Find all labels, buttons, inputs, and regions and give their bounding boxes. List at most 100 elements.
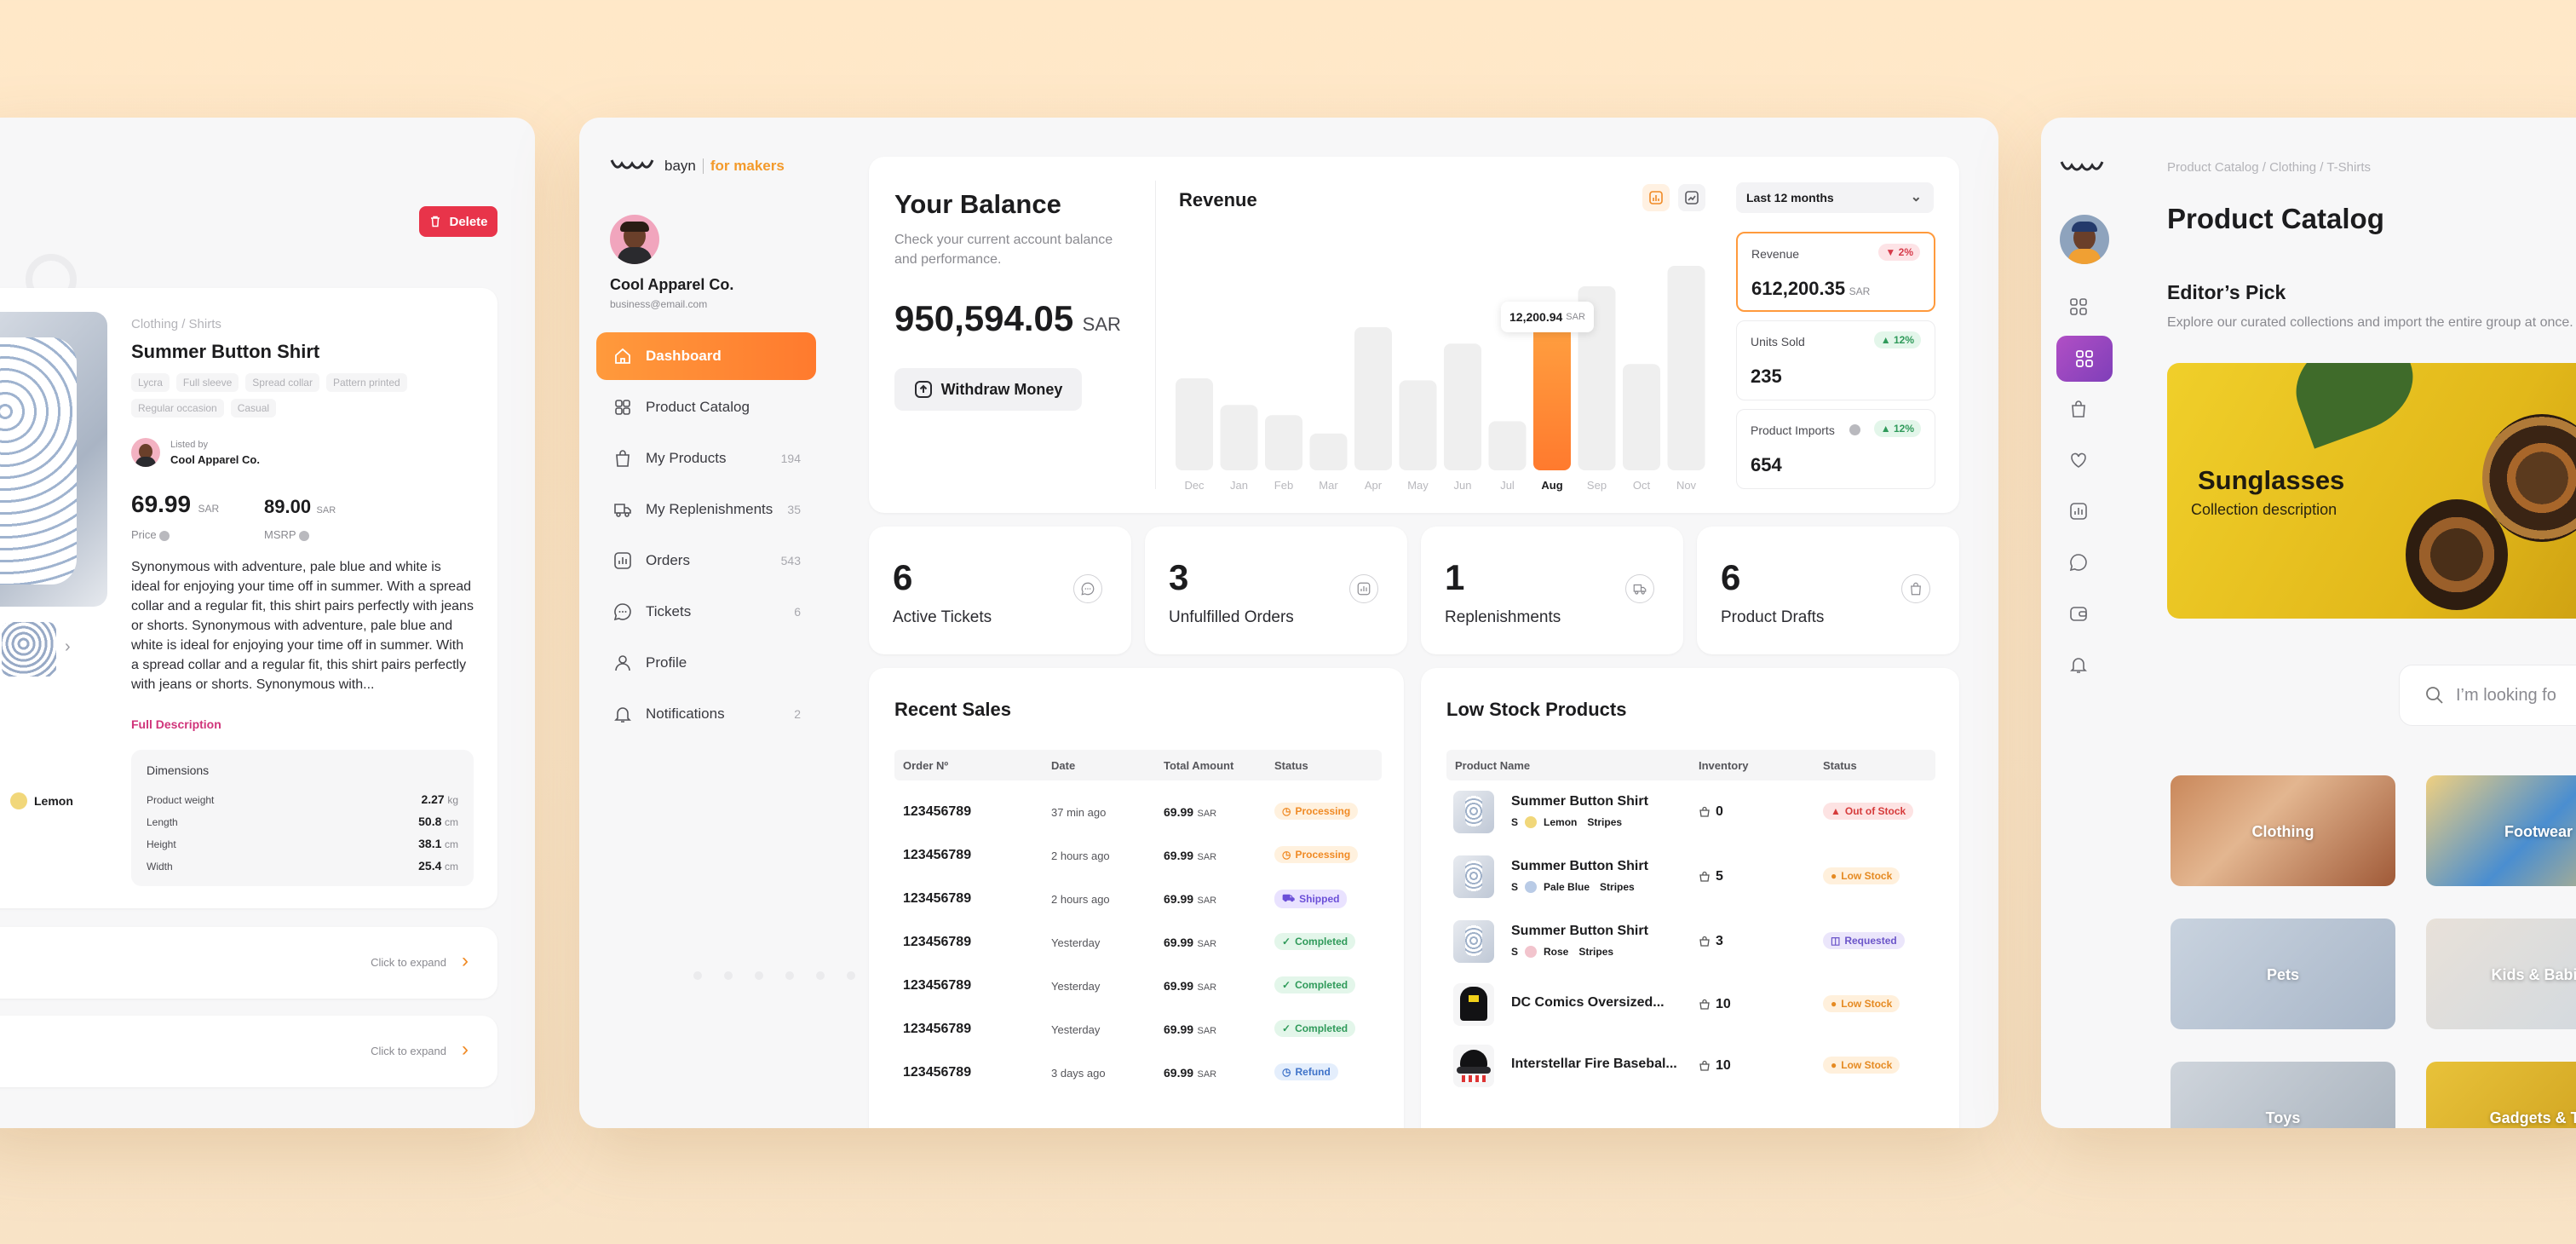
- category-tile-kids-babie[interactable]: Kids & Babie: [2426, 919, 2576, 1029]
- table-row[interactable]: 123456789 2 hours ago 69.99 SAR ◷ Process…: [894, 836, 1382, 875]
- withdraw-money-button[interactable]: Withdraw Money: [894, 368, 1082, 411]
- product-title: Summer Button Shirt: [131, 341, 320, 362]
- sidebar-item-my-products[interactable]: My Products 194: [596, 435, 816, 482]
- dimension-label: Length: [147, 816, 178, 828]
- bar-mar[interactable]: [1309, 433, 1348, 470]
- stat-card-unfulfilled-orders[interactable]: 3 Unfulfilled Orders: [1145, 527, 1407, 654]
- seller-avatar[interactable]: [131, 438, 160, 467]
- msrp-value: 89.00: [264, 496, 312, 517]
- line-chart-toggle[interactable]: [1678, 184, 1705, 211]
- user-avatar[interactable]: [2060, 215, 2109, 264]
- search-box[interactable]: I’m looking fo: [2399, 665, 2576, 726]
- listed-by-name[interactable]: Cool Apparel Co.: [170, 453, 260, 466]
- sidebar-item-product-catalog[interactable]: Product Catalog: [596, 383, 816, 431]
- category-tile-toys[interactable]: Toys: [2171, 1062, 2395, 1128]
- thumb-2[interactable]: [2, 622, 56, 677]
- order-amount: 69.99 SAR: [1164, 892, 1217, 906]
- sidebar-item-profile[interactable]: Profile: [596, 639, 816, 687]
- stat-card-product-drafts[interactable]: 6 Product Drafts: [1697, 527, 1959, 654]
- sidebar-item-tickets[interactable]: Tickets 6: [596, 588, 816, 636]
- bar-oct[interactable]: [1623, 364, 1660, 470]
- product-thumbnail: [1453, 791, 1494, 833]
- bar-jul[interactable]: [1488, 421, 1527, 470]
- kpi-card[interactable]: Product Imports ▲ 12% 654: [1736, 409, 1935, 489]
- expand-section-1[interactable]: Click to expand ›: [0, 927, 497, 999]
- variant-size: S: [1511, 946, 1519, 958]
- box-icon: [1699, 871, 1711, 883]
- category-tile-pets[interactable]: Pets: [2171, 919, 2395, 1029]
- category-tile-gadgets-te[interactable]: Gadgets & Te: [2426, 1062, 2576, 1128]
- delete-button[interactable]: Delete: [419, 206, 497, 237]
- box-icon: [1699, 936, 1711, 947]
- tick-label-sep: Sep: [1587, 479, 1607, 492]
- dimension-label: Product weight: [147, 794, 215, 806]
- table-row[interactable]: 123456789 Yesterday 69.99 SAR ✓ Completed: [894, 923, 1382, 962]
- col-inventory: Inventory: [1699, 759, 1749, 772]
- chart-icon[interactable]: [2061, 494, 2096, 528]
- catalog-nav-icon[interactable]: [2056, 336, 2113, 382]
- tag: Regular occasion: [131, 399, 224, 418]
- bag-icon[interactable]: [2061, 392, 2096, 426]
- table-row[interactable]: 123456789 Yesterday 69.99 SAR ✓ Completed: [894, 1010, 1382, 1049]
- table-row[interactable]: 123456789 Yesterday 69.99 SAR ✓ Completed: [894, 966, 1382, 1005]
- kpi-value: 654: [1751, 454, 1782, 475]
- sidebar-item-dashboard[interactable]: Dashboard: [596, 332, 816, 380]
- kpi-card[interactable]: Units Sold ▲ 12% 235: [1736, 320, 1935, 400]
- product-name: Summer Button Shirt: [1511, 924, 1648, 938]
- chat-icon[interactable]: [2061, 545, 2096, 579]
- sunglasses-banner[interactable]: Sunglasses Collection description: [2167, 363, 2576, 619]
- full-description-link[interactable]: Full Description: [131, 717, 221, 731]
- sunglasses-lens-1: [2482, 414, 2576, 542]
- bar-apr[interactable]: [1354, 327, 1392, 470]
- bar-aug[interactable]: [1533, 323, 1571, 470]
- stat-label: Unfulfilled Orders: [1169, 608, 1294, 626]
- bar-may[interactable]: [1399, 380, 1437, 470]
- period-value: Last 12 months: [1746, 191, 1834, 204]
- category-tile-clothing[interactable]: Clothing: [2171, 775, 2395, 886]
- table-row[interactable]: DC Comics Oversized... 10 ● Low Stock: [1446, 980, 1935, 1031]
- category-tile-footwear[interactable]: Footwear: [2426, 775, 2576, 886]
- table-row[interactable]: Summer Button Shirt S Pale Blue Stripes …: [1446, 852, 1935, 903]
- company-avatar[interactable]: [610, 215, 659, 264]
- sidebar-item-my-replenishments[interactable]: My Replenishments 35: [596, 486, 816, 533]
- dashboard-nav-icon[interactable]: [2061, 290, 2096, 324]
- color-swatch[interactable]: [10, 792, 27, 809]
- bar-feb[interactable]: [1265, 415, 1302, 470]
- logo[interactable]: bayn for makers: [610, 157, 785, 176]
- table-row[interactable]: 123456789 2 hours ago 69.99 SAR ⛟ Shipped: [894, 879, 1382, 919]
- bell-icon[interactable]: [2061, 648, 2096, 682]
- bayn-logo-icon[interactable]: [2060, 158, 2107, 177]
- dimension-row: Width 25.4 cm: [147, 859, 458, 876]
- kpi-card[interactable]: Revenue ▼ 2% 612,200.35 SAR: [1736, 232, 1935, 312]
- wallet-icon[interactable]: [2061, 596, 2096, 631]
- company-email: business@email.com: [610, 298, 708, 310]
- heart-icon[interactable]: [2061, 443, 2096, 477]
- stat-card-active-tickets[interactable]: 6 Active Tickets: [869, 527, 1131, 654]
- status-badge: ◷ Refund: [1274, 1063, 1338, 1080]
- table-row[interactable]: 123456789 37 min ago 69.99 SAR ◷ Processi…: [894, 792, 1382, 832]
- price-block: 69.99 SAR: [131, 491, 219, 518]
- order-number: 123456789: [903, 848, 972, 862]
- bar-sep[interactable]: [1578, 286, 1616, 470]
- bar-jun[interactable]: [1444, 343, 1481, 470]
- sidebar-item-orders[interactable]: Orders 543: [596, 537, 816, 585]
- order-date: Yesterday: [1051, 980, 1101, 993]
- table-row[interactable]: 123456789 3 days ago 69.99 SAR ◷ Refund: [894, 1053, 1382, 1092]
- stat-card-replenishments[interactable]: 1 Replenishments: [1421, 527, 1683, 654]
- kpi-label: Units Sold: [1751, 335, 1805, 348]
- sidebar-item-label: Dashboard: [646, 348, 722, 364]
- bar-jan[interactable]: [1220, 405, 1258, 470]
- bar-nov[interactable]: [1667, 266, 1705, 470]
- table-row[interactable]: Summer Button Shirt S Lemon Stripes 0 ▲ O…: [1446, 787, 1935, 838]
- sidebar-item-notifications[interactable]: Notifications 2: [596, 690, 816, 738]
- product-thumbnail: [1453, 983, 1494, 1026]
- thumb-next-icon[interactable]: ›: [65, 637, 71, 656]
- inventory-count: 3: [1699, 934, 1723, 949]
- bar-dec[interactable]: [1176, 378, 1213, 470]
- table-row[interactable]: Summer Button Shirt S Rose Stripes 3 ◫ Re…: [1446, 917, 1935, 968]
- bar-chart-toggle[interactable]: [1642, 184, 1670, 211]
- expand-section-2[interactable]: Click to expand ›: [0, 1016, 497, 1087]
- box-icon: [1699, 806, 1711, 818]
- period-select[interactable]: Last 12 months ⌄: [1736, 182, 1934, 213]
- table-row[interactable]: Interstellar Fire Basebal... 10 ● Low Sto…: [1446, 1041, 1935, 1092]
